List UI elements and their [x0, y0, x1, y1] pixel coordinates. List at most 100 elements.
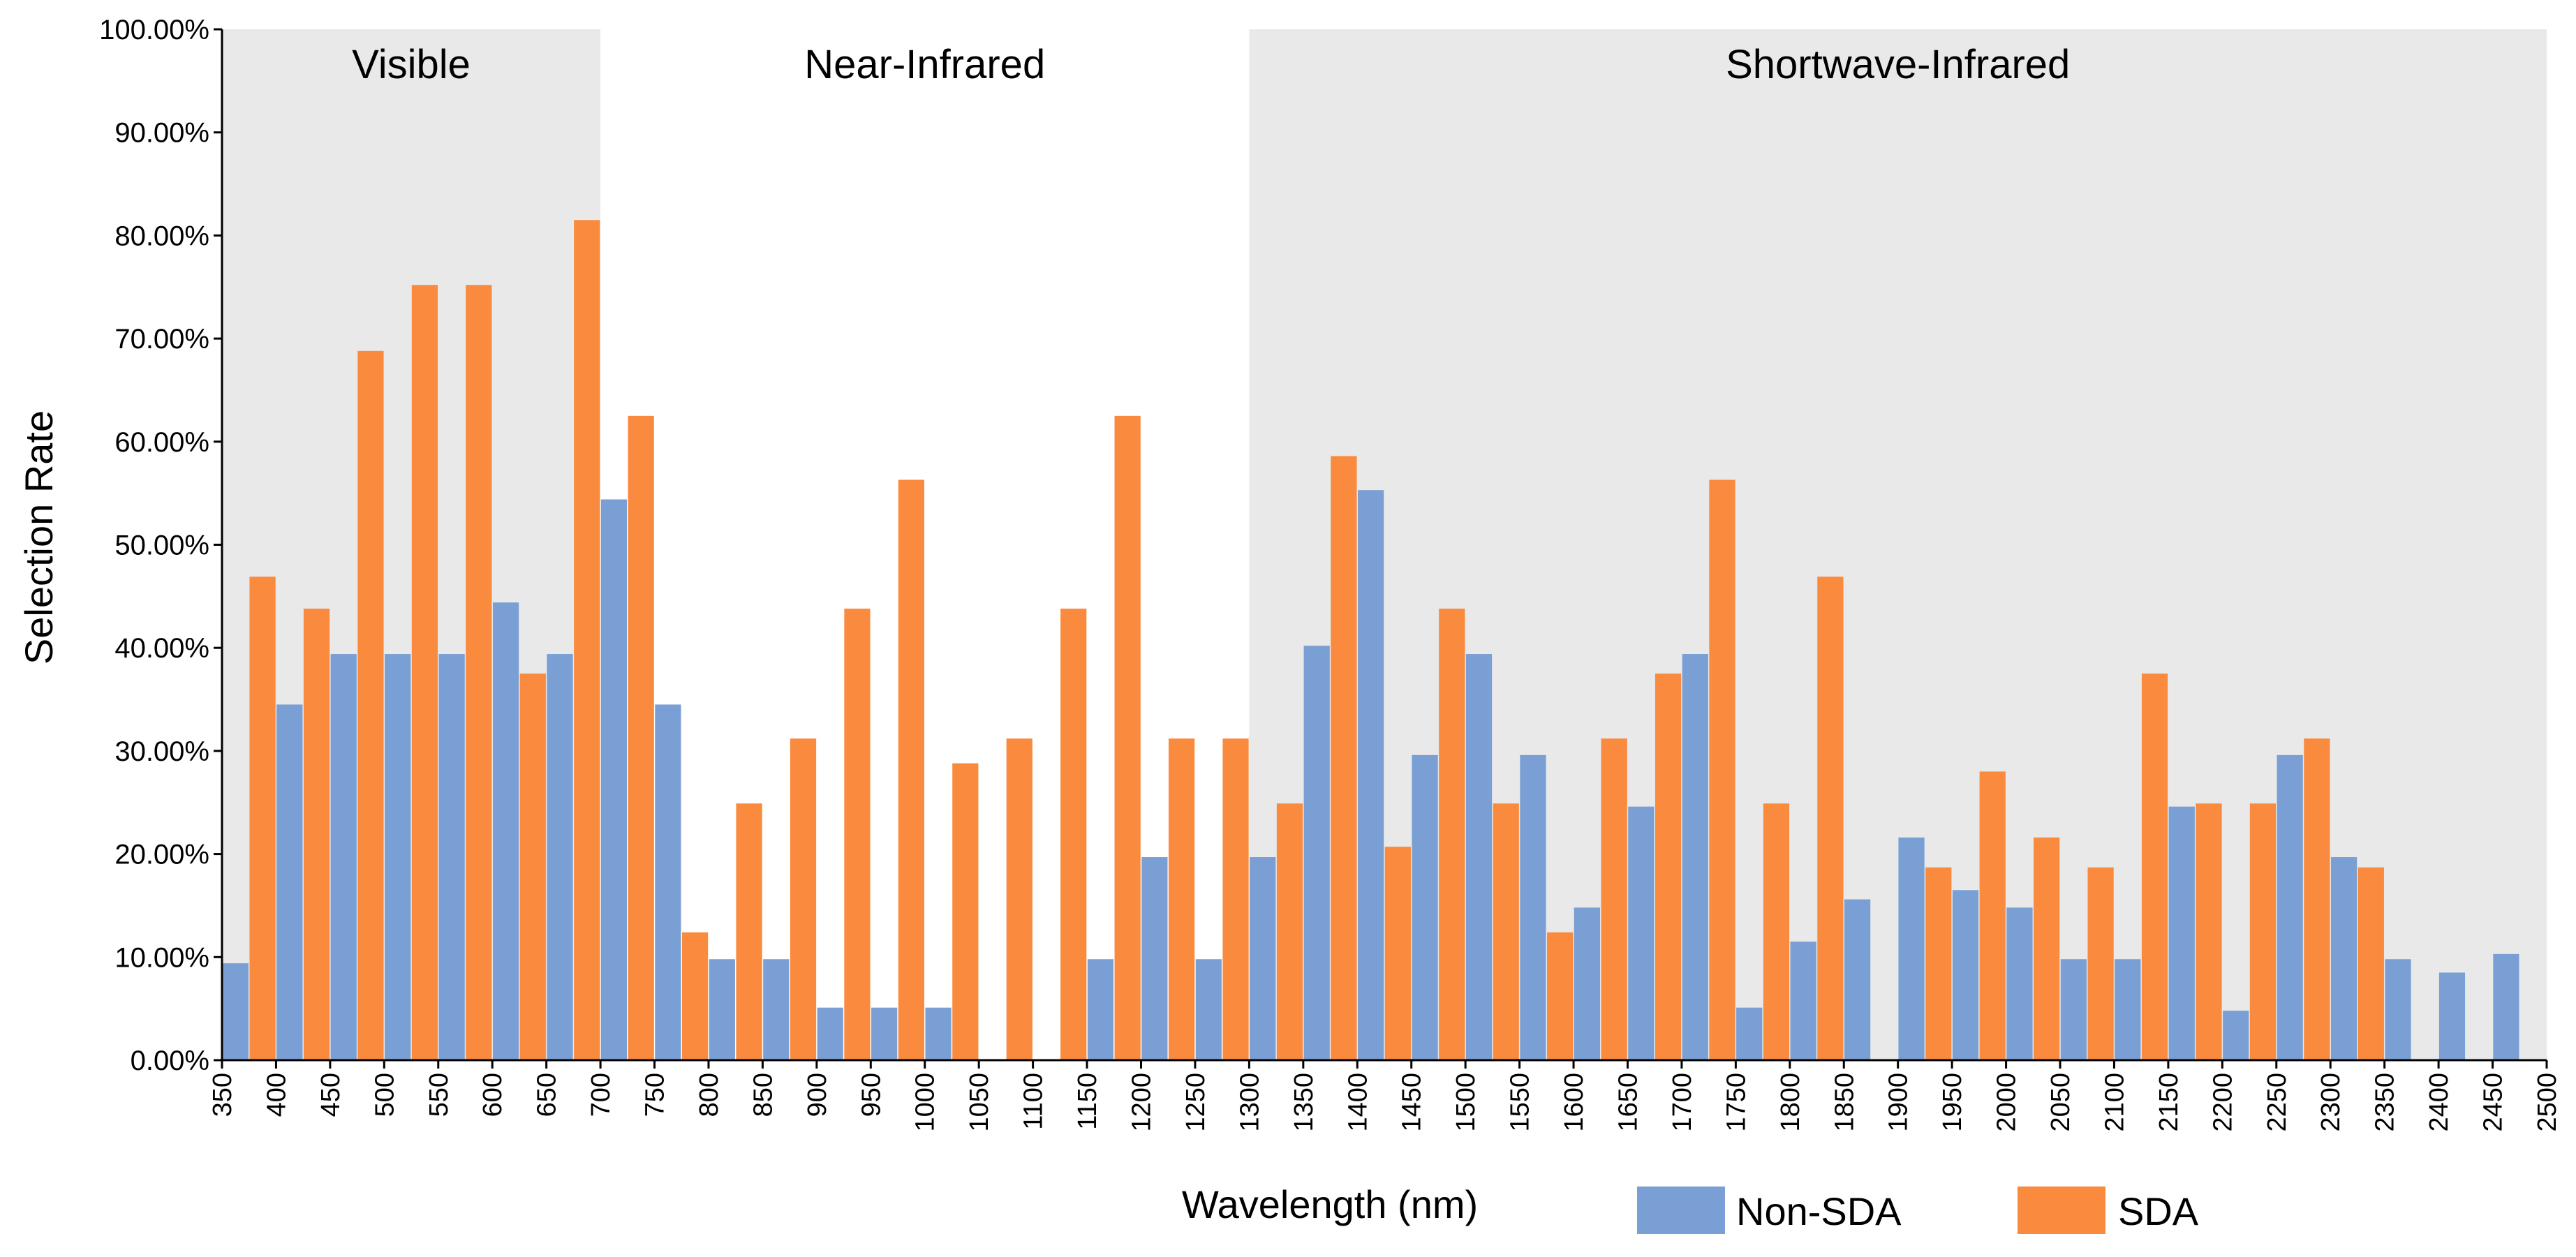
x-tick-label: 2050 — [2046, 1073, 2075, 1132]
spectral-region-shading: Visible Near-Infrared Shortwave-Infrared — [222, 29, 2547, 1060]
bar-non-sda-2475 — [2493, 953, 2519, 1060]
bar-non-sda-925 — [817, 1007, 843, 1060]
x-tick-label: 2350 — [2371, 1073, 2400, 1132]
x-tick-label: 1750 — [1722, 1073, 1751, 1132]
x-tick-label: 1500 — [1451, 1073, 1481, 1132]
bar-non-sda-1025 — [925, 1007, 952, 1060]
bar-non-sda-975 — [871, 1007, 898, 1060]
bar-sda-1725 — [1709, 479, 1735, 1060]
bar-non-sda-625 — [492, 602, 519, 1060]
x-tick-label: 1800 — [1776, 1073, 1805, 1132]
bar-sda-1075 — [1006, 738, 1032, 1060]
y-tick-label: 70.00% — [114, 324, 209, 355]
bar-sda-1025 — [952, 763, 979, 1060]
bar-sda-2325 — [2357, 867, 2384, 1060]
bar-sda-2175 — [2196, 803, 2222, 1060]
region-label-shortwave-infrared: Shortwave-Infrared — [1726, 42, 2070, 87]
x-tick-label: 350 — [208, 1073, 237, 1117]
bar-non-sda-1775 — [1736, 1007, 1763, 1060]
x-tick-label: 1300 — [1235, 1073, 1264, 1132]
y-tick-label: 100.00% — [99, 15, 209, 45]
bar-sda-1775 — [1763, 803, 1790, 1060]
x-tick-label: 1450 — [1398, 1073, 1427, 1132]
bar-sda-1125 — [1060, 609, 1087, 1060]
legend-swatch-non-sda — [1637, 1187, 1725, 1234]
x-tick-label: 950 — [857, 1073, 886, 1117]
region-label-visible: Visible — [352, 42, 471, 87]
x-tick-label: 850 — [748, 1073, 778, 1117]
x-tick-label: 1900 — [1884, 1073, 1914, 1132]
bar-non-sda-2075 — [2060, 959, 2087, 1060]
bar-non-sda-375 — [222, 963, 249, 1060]
x-tick-label: 750 — [641, 1073, 670, 1117]
legend-label-sda: SDA — [2118, 1189, 2199, 1233]
y-tick-label: 50.00% — [114, 530, 209, 561]
bar-non-sda-775 — [655, 704, 681, 1060]
x-tick-label: 1550 — [1506, 1073, 1535, 1132]
bar-non-sda-1675 — [1628, 806, 1655, 1060]
y-tick-label: 30.00% — [114, 736, 209, 767]
bar-non-sda-2325 — [2330, 857, 2357, 1060]
x-axis-tick-labels: 350 400 450 500 550 600 650 700 750 800 850 900 950 1… — [208, 1060, 2562, 1132]
bars — [222, 220, 2519, 1061]
bar-non-sda-2275 — [2277, 754, 2303, 1060]
bar-non-sda-425 — [276, 704, 303, 1060]
x-tick-label: 650 — [533, 1073, 562, 1117]
y-axis-title: Selection Rate — [17, 410, 61, 664]
bar-sda-1425 — [1384, 847, 1411, 1060]
bar-non-sda-2025 — [2006, 907, 2033, 1060]
bar-sda-775 — [682, 932, 709, 1060]
bar-sda-975 — [898, 479, 924, 1060]
bar-sda-2025 — [2034, 837, 2060, 1060]
bar-non-sda-1525 — [1465, 654, 1493, 1060]
x-axis-title: Wavelength (nm) — [1182, 1182, 1478, 1226]
bar-sda-875 — [790, 738, 817, 1060]
x-tick-label: 2450 — [2479, 1073, 2508, 1132]
bar-non-sda-2225 — [2223, 1011, 2249, 1060]
bar-sda-1825 — [1817, 577, 1844, 1060]
bar-non-sda-1625 — [1574, 907, 1601, 1060]
y-tick-label: 10.00% — [114, 942, 209, 973]
x-tick-label: 1200 — [1127, 1073, 1157, 1132]
bar-non-sda-1825 — [1790, 942, 1816, 1060]
bar-non-sda-2175 — [2168, 806, 2195, 1060]
bar-sda-2275 — [2304, 738, 2330, 1060]
x-tick-label: 1600 — [1560, 1073, 1589, 1132]
x-tick-label: 900 — [803, 1073, 832, 1117]
x-tick-label: 800 — [695, 1073, 724, 1117]
bar-non-sda-1175 — [1087, 959, 1114, 1060]
region-shortwave-infrared — [1249, 29, 2547, 1060]
legend: Non-SDA SDA — [1637, 1187, 2199, 1234]
x-tick-label: 2250 — [2263, 1073, 2292, 1132]
bar-non-sda-2425 — [2438, 972, 2466, 1060]
bar-non-sda-575 — [438, 654, 465, 1060]
bar-sda-2225 — [2249, 803, 2277, 1060]
bar-non-sda-1875 — [1844, 899, 1871, 1060]
x-tick-label: 2000 — [1992, 1073, 2022, 1132]
x-tick-label: 1250 — [1181, 1073, 1211, 1132]
x-tick-label: 450 — [316, 1073, 346, 1117]
bar-sda-1575 — [1547, 932, 1574, 1060]
bar-sda-375 — [249, 577, 276, 1060]
x-tick-label: 400 — [262, 1073, 291, 1117]
x-tick-label: 1350 — [1289, 1073, 1319, 1132]
x-tick-label: 2500 — [2533, 1073, 2562, 1132]
bar-sda-1375 — [1331, 456, 1357, 1060]
bar-non-sda-725 — [600, 499, 628, 1060]
x-tick-label: 1650 — [1613, 1073, 1643, 1132]
y-tick-label: 40.00% — [114, 633, 209, 664]
y-tick-label: 0.00% — [131, 1046, 209, 1076]
bar-sda-525 — [411, 285, 438, 1060]
x-tick-label: 2300 — [2316, 1073, 2346, 1132]
bar-non-sda-1925 — [1898, 837, 1925, 1060]
bar-non-sda-1275 — [1195, 959, 1222, 1060]
bar-non-sda-825 — [709, 959, 735, 1060]
bar-non-sda-875 — [763, 959, 790, 1060]
bar-sda-1275 — [1222, 738, 1249, 1060]
bar-sda-1325 — [1276, 803, 1303, 1060]
x-tick-label: 1100 — [1019, 1073, 1049, 1130]
x-tick-label: 2200 — [2208, 1073, 2237, 1132]
y-tick-label: 20.00% — [114, 840, 209, 870]
x-tick-label: 2150 — [2154, 1073, 2184, 1132]
bar-sda-1225 — [1168, 738, 1195, 1060]
